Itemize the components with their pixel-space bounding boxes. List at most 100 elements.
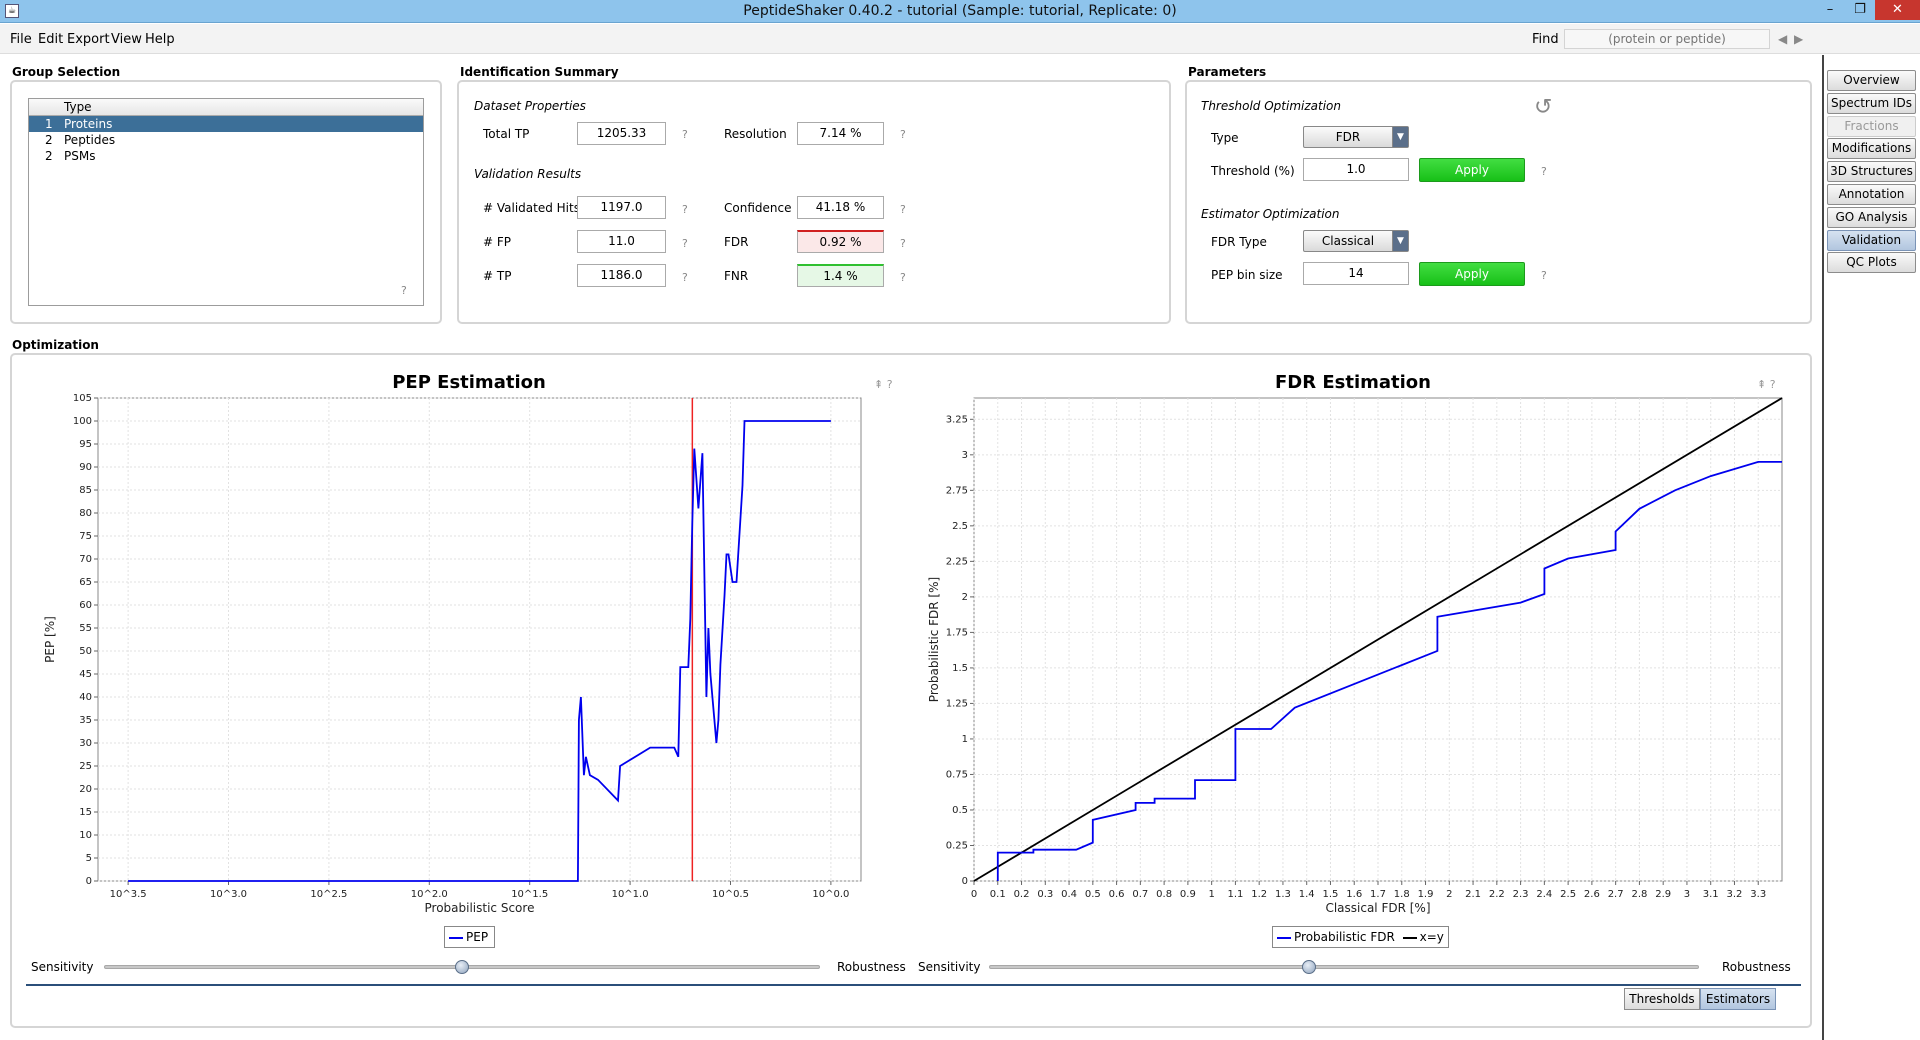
pep-tick-label-y: 100 [73, 416, 92, 427]
pep-tick-label-y: 45 [79, 669, 92, 680]
tab-estimators[interactable]: Estimators [1700, 988, 1776, 1010]
menu-help[interactable]: Help [145, 32, 175, 47]
side-tab-3d-structures[interactable]: 3D Structures [1827, 161, 1916, 182]
fdr-diagonal-line [973, 397, 1783, 882]
side-tab-fractions: Fractions [1827, 116, 1916, 137]
fdr-slider-track[interactable] [989, 965, 1699, 969]
side-tab-modifications[interactable]: Modifications [1827, 138, 1916, 159]
menu-export[interactable]: Export [67, 32, 110, 47]
total-tp-help-icon[interactable]: ? [682, 128, 688, 141]
pep-tick-label-y: 65 [79, 577, 92, 588]
resolution-label: Resolution [724, 127, 787, 141]
threshold-label: Threshold (%) [1211, 164, 1295, 178]
side-tab-annotation[interactable]: Annotation [1827, 184, 1916, 205]
resolution-help-icon[interactable]: ? [900, 128, 906, 141]
pep-tick-label-y: 70 [79, 554, 92, 565]
pep-bin-size-input[interactable]: 14 [1303, 262, 1409, 285]
pep-tick-label-x: 10^3.5 [110, 889, 147, 900]
pep-tick-label-y: 0 [86, 876, 92, 887]
side-tab-qc-plots[interactable]: QC Plots [1827, 252, 1916, 273]
pep-tick-label-x: 10^0.0 [812, 889, 849, 900]
threshold-apply-button[interactable]: Apply [1419, 158, 1525, 182]
group-type-table: Type 1 Proteins 2 Peptides 2 PSMs [28, 98, 424, 306]
fdr-type-label: FDR Type [1211, 235, 1267, 249]
fdr-tick-label-y: 3 [962, 450, 968, 461]
side-tab-spectrum-ids[interactable]: Spectrum IDs [1827, 93, 1916, 114]
table-row[interactable]: 2 Peptides [29, 132, 423, 148]
fdr-chart: 0 0.25 0.5 0.75 1 1.25 1.5 1.75 2 2.25 2.5 2.75 3 3.2… [927, 397, 1783, 915]
find-next-icon[interactable]: ▶ [1794, 32, 1804, 46]
fdr-sensitivity-label: Sensitivity [918, 960, 981, 974]
threshold-type-dropdown[interactable]: FDR ▼ [1303, 126, 1409, 148]
fdr-tick-label-x: 0.4 [1061, 889, 1077, 900]
validated-hits-help-icon[interactable]: ? [682, 203, 688, 216]
fdr-tick-label-y: 0.25 [946, 840, 968, 851]
fnr-help-icon[interactable]: ? [900, 271, 906, 284]
fdr-tick-label-x: 2.4 [1536, 889, 1552, 900]
group-help-icon[interactable]: ? [401, 284, 407, 297]
confidence-label: Confidence [724, 201, 792, 215]
total-tp-label: Total TP [483, 127, 530, 141]
pep-tick-label-y: 20 [79, 784, 92, 795]
row-index: 1 [45, 117, 53, 131]
menu-file[interactable]: File [10, 32, 32, 47]
fdr-type-dropdown[interactable]: Classical ▼ [1303, 230, 1409, 252]
threshold-help-icon[interactable]: ? [1541, 165, 1547, 178]
fdr-chart-help-icon[interactable]: ⇞ ? [1757, 378, 1776, 391]
pep-tick-label-y: 15 [79, 807, 92, 818]
pep-tick-label-y: 90 [79, 462, 92, 473]
find-input[interactable] [1564, 29, 1770, 49]
tp-help-icon[interactable]: ? [682, 271, 688, 284]
fdr-tick-label-y: 2.75 [946, 485, 968, 496]
fdr-tick-label-x: 2.5 [1560, 889, 1576, 900]
minimize-button[interactable]: – [1826, 2, 1834, 17]
row-label: Proteins [64, 117, 113, 131]
find-previous-icon[interactable]: ◀ [1778, 32, 1788, 46]
fdr-legend: Probabilistic FDR x=y [1272, 926, 1449, 948]
fp-help-icon[interactable]: ? [682, 237, 688, 250]
fdr-legend-label-probabilistic: Probabilistic FDR [1294, 930, 1395, 944]
fdr-help-icon[interactable]: ? [900, 237, 906, 250]
pep-chart-help-icon[interactable]: ⇞ ? [874, 378, 893, 391]
fdr-slider-thumb[interactable] [1301, 960, 1316, 974]
refresh-icon[interactable]: ↺ [1534, 95, 1553, 120]
fdr-tick-label-x: 2.6 [1584, 889, 1600, 900]
menu-view[interactable]: View [111, 32, 142, 47]
validation-results-heading: Validation Results [474, 167, 582, 181]
menu-edit[interactable]: Edit [38, 32, 64, 47]
fdr-tick-label-x: 1.4 [1299, 889, 1315, 900]
table-row[interactable]: 1 Proteins [29, 116, 423, 132]
fdr-tick-label-x: 1.3 [1275, 889, 1291, 900]
close-button[interactable]: ✕ [1875, 0, 1920, 20]
fdr-tick-label-x: 0.2 [1014, 889, 1030, 900]
fdr-tick-label-y: 1 [962, 734, 968, 745]
side-tab-go-analysis[interactable]: GO Analysis [1827, 207, 1916, 228]
pep-tick-label-y: 95 [79, 439, 92, 450]
pep-tick-label-y: 75 [79, 531, 92, 542]
pep-slider-thumb[interactable] [455, 960, 469, 974]
fdr-y-axis-label: Probabilistic FDR [%] [927, 577, 941, 702]
pep-plot-area [97, 397, 862, 882]
pep-tick-label-y: 105 [73, 393, 92, 404]
restore-button[interactable]: ❐ [1854, 2, 1866, 17]
table-row[interactable]: 2 PSMs [29, 148, 423, 164]
side-tab-overview[interactable]: Overview [1827, 70, 1916, 91]
side-tab-validation[interactable]: Validation [1827, 230, 1916, 251]
pep-tick-label-y: 55 [79, 623, 92, 634]
fdr-series-line [996, 461, 1782, 881]
fdr-tick-label-y: 0.5 [952, 805, 968, 816]
fdr-tick-label-x: 3 [1684, 889, 1690, 900]
confidence-help-icon[interactable]: ? [900, 203, 906, 216]
estimator-apply-button[interactable]: Apply [1419, 262, 1525, 286]
fdr-x-axis-label: Classical FDR [%] [1325, 901, 1430, 915]
fdr-tick-label-x: 2.7 [1608, 889, 1624, 900]
threshold-input[interactable]: 1.0 [1303, 158, 1409, 181]
pep-legend-swatch [449, 936, 463, 939]
type-column-header[interactable]: Type [29, 99, 423, 116]
diagonal-legend-swatch [1402, 936, 1417, 939]
pep-tick-label-y: 60 [79, 600, 92, 611]
row-index: 2 [45, 149, 53, 163]
estimator-help-icon[interactable]: ? [1541, 269, 1547, 282]
fdr-tick-label-x: 2.8 [1631, 889, 1647, 900]
tab-thresholds[interactable]: Thresholds [1624, 988, 1700, 1010]
